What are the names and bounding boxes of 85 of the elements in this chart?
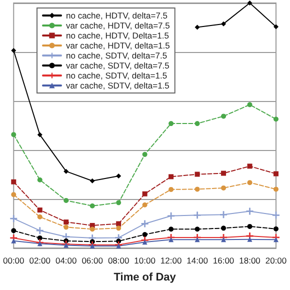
legend-label: no cache, SDTV, delta=7.5 [66,50,168,60]
point [221,237,226,242]
x-tick-label: 08:00 [108,256,130,266]
x-tick-label: 16:00 [212,256,234,266]
point [90,203,95,208]
legend-label: var cache, SDTV, delta=1.5 [66,80,170,90]
point [37,132,42,138]
point [90,226,95,232]
point [11,238,16,244]
point [10,215,18,222]
point [194,212,201,219]
point [274,226,278,232]
point [168,121,174,126]
x-tick-label: 02:00 [29,256,51,266]
point [11,179,16,184]
point [116,173,122,178]
point [116,244,122,249]
point [168,174,174,180]
point [274,116,278,122]
point [220,211,228,218]
point [221,114,226,119]
point [36,227,44,234]
point [221,185,226,190]
point [194,226,200,232]
point [246,208,254,215]
x-tick-label: 14:00 [186,256,208,266]
point [64,220,69,225]
legend-label: var cache, SDTV, delta=7.5 [66,60,170,70]
x-tick-label: 12:00 [160,256,182,266]
point [274,171,278,176]
x-tick-label: 04:00 [55,256,78,266]
legend-label: var cache, HDTV, delta=1.5 [66,40,170,50]
point [116,221,122,226]
point [274,237,278,242]
point [11,228,16,234]
point [116,200,122,206]
point [142,202,148,208]
point [247,0,252,6]
point [247,102,252,108]
point [11,48,16,54]
point [274,186,278,192]
point [247,224,252,229]
point [142,152,148,157]
legend-label: var cache, HDTV, delta=7.5 [66,20,170,30]
point [37,177,42,182]
point [247,236,252,242]
x-axis-title: Time of Day [114,272,177,284]
x-tick-label: 10:00 [134,256,156,266]
point [11,192,16,198]
point [64,198,69,203]
point [64,168,69,174]
x-tick-label: 18:00 [239,256,261,266]
point [142,232,148,238]
point [272,212,280,219]
point [90,178,95,184]
point [194,237,200,242]
point [168,212,175,220]
point [194,121,200,126]
point [64,224,69,230]
x-tick-label: 00:00 [2,256,25,266]
point [221,226,226,231]
point [90,244,95,249]
point [194,24,200,30]
point [194,172,200,177]
point [37,214,42,220]
legend-label: no cache, SDTV, delta=1.5 [66,70,168,80]
x-tick-label: 20:00 [265,256,287,266]
point [168,226,174,232]
x-tick-label: 06:00 [82,256,104,266]
point [221,170,226,176]
point [221,21,226,26]
point [37,208,42,213]
legend-label: no cache, HDTV, Delta=1.5 [66,30,170,40]
legend-label: no cache, HDTV, delta=7.5 [66,10,168,20]
point [11,132,16,138]
point [141,220,148,228]
point [168,237,174,242]
point [142,240,148,245]
point [116,226,122,231]
point [168,186,174,192]
point [247,164,252,169]
point [142,191,148,196]
point [247,180,252,186]
point [194,186,200,192]
point [274,24,278,30]
